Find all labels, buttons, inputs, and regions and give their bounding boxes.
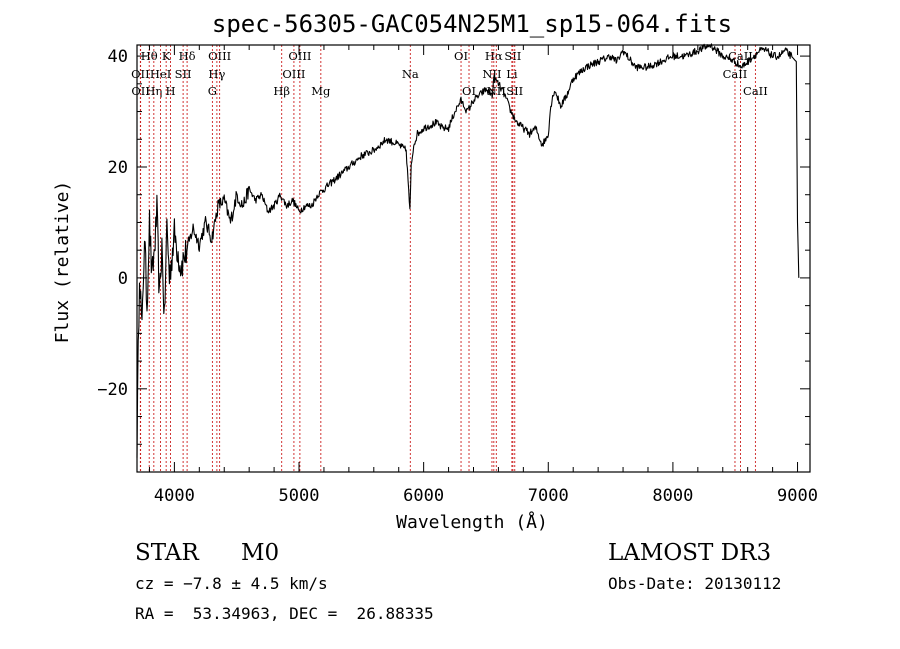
y-tick-label: 20: [108, 158, 128, 178]
spectral-line-label: SII: [504, 49, 521, 63]
spectral-line-label: Hδ: [179, 49, 196, 63]
spectral-line-label: Mg: [311, 84, 331, 98]
spectral-line-label: NII: [482, 67, 501, 81]
y-tick-label: 0: [118, 269, 128, 289]
spectral-line-label: K: [162, 49, 171, 63]
spectral-line-label: OII: [131, 84, 150, 98]
spectral-line-label: OI: [462, 84, 476, 98]
axis-ticks-layer: 4000 5000 6000 7000 8000 9000 −20 0 20 40: [97, 45, 818, 506]
spectral-line-label: OIII: [208, 49, 231, 63]
spectral-line-label: Hθ: [141, 49, 158, 63]
spectral-line-label: HeI: [150, 67, 171, 81]
y-tick-label: 40: [108, 47, 128, 67]
ra-dec-coordinates: RA = 53.34963, DEC = 26.88335: [135, 604, 434, 623]
x-tick-label: 8000: [652, 486, 693, 506]
chart-title: spec-56305-GAC054N25M1_sp15-064.fits: [212, 10, 732, 38]
spectral-line-label: OI: [454, 49, 468, 63]
object-class: STAR: [135, 540, 199, 566]
spectral-line-label: Hη: [145, 84, 162, 98]
spectral-line-label: H: [166, 84, 176, 98]
x-tick-label: 7000: [528, 486, 569, 506]
x-tick-label: 6000: [403, 486, 444, 506]
spectral-line-label: Li: [506, 67, 518, 81]
survey-name: LAMOST DR3: [608, 540, 772, 566]
spectral-line-label: CaII: [723, 67, 748, 81]
spectral-line-label: SII: [506, 84, 523, 98]
object-subclass: M0: [241, 540, 280, 566]
y-tick-label: −20: [97, 380, 128, 400]
spectral-line-label: G: [208, 84, 217, 98]
plot-frame: [136, 44, 811, 473]
spectral-line-label: OIII: [288, 49, 311, 63]
x-tick-label: 9000: [777, 486, 818, 506]
spectral-line-label: Hγ: [208, 67, 225, 81]
spectral-line-label: SII: [175, 67, 192, 81]
spectral-line-label: Na: [402, 67, 419, 81]
observation-date: Obs-Date: 20130112: [608, 574, 782, 593]
spectrum-line: [136, 43, 800, 458]
x-tick-label: 5000: [279, 486, 320, 506]
x-tick-label: 4000: [154, 486, 195, 506]
spectral-line-label: Hα: [485, 49, 503, 63]
y-axis-label: Flux (relative): [52, 181, 73, 344]
spectral-line-label: OIII: [282, 67, 305, 81]
x-axis-label: Wavelength (Å): [396, 511, 548, 533]
redshift-velocity: cz = −7.8 ± 4.5 km/s: [135, 574, 328, 593]
spectral-line-label: Hβ: [273, 84, 290, 98]
spectral-line-label: CaII: [743, 84, 768, 98]
